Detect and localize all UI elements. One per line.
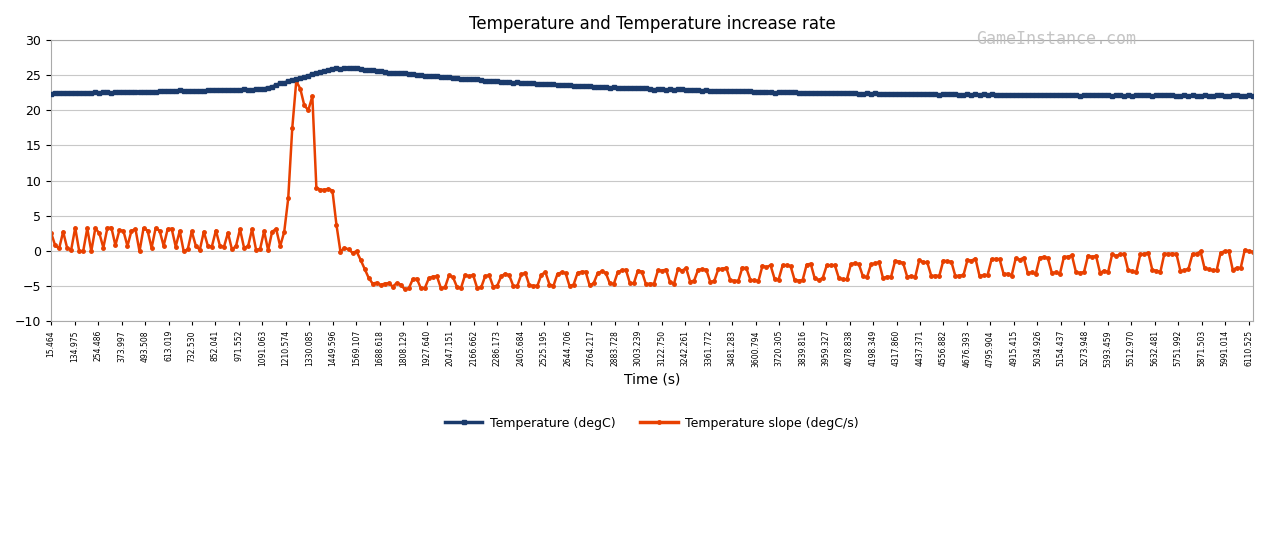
Temperature (degC): [345, 65, 360, 71]
Temperature slope (degC/s): [397, 286, 412, 293]
Temperature (degC): [47, 90, 62, 96]
Temperature slope (degC/s): [766, 275, 782, 282]
Temperature slope (degC/s): [1141, 250, 1156, 256]
Temperature (degC): [759, 89, 774, 96]
Text: GameInstance.com: GameInstance.com: [976, 30, 1136, 47]
Temperature (degC): [1137, 92, 1152, 98]
Line: Temperature (degC): Temperature (degC): [49, 66, 1255, 98]
Temperature slope (degC/s): [1065, 252, 1080, 259]
Temperature (degC): [1245, 93, 1260, 100]
Temperature (degC): [763, 89, 778, 95]
Legend: Temperature (degC), Temperature slope (degC/s): Temperature (degC), Temperature slope (d…: [440, 412, 864, 435]
Temperature (degC): [43, 90, 58, 97]
Temperature slope (degC/s): [763, 262, 778, 268]
Temperature (degC): [1061, 92, 1076, 98]
Line: Temperature slope (degC/s): Temperature slope (degC/s): [49, 80, 1255, 291]
Temperature slope (degC/s): [43, 229, 58, 236]
X-axis label: Time (s): Time (s): [624, 372, 680, 386]
Temperature slope (degC/s): [47, 242, 62, 249]
Temperature slope (degC/s): [787, 277, 802, 284]
Title: Temperature and Temperature increase rate: Temperature and Temperature increase rat…: [468, 15, 835, 33]
Temperature (degC): [783, 89, 798, 95]
Temperature slope (degC/s): [1245, 249, 1260, 255]
Temperature slope (degC/s): [288, 78, 303, 84]
